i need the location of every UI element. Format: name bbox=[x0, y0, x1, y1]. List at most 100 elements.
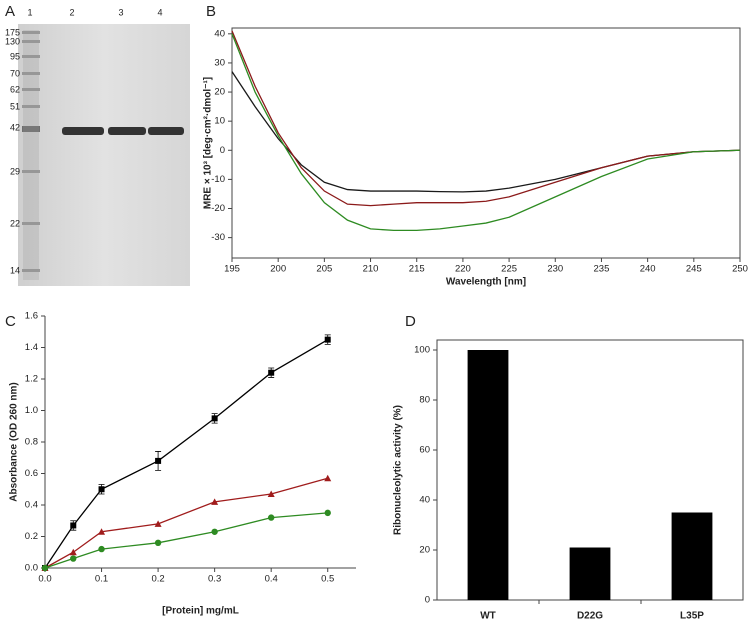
lane-label: 2 bbox=[69, 7, 74, 17]
y-tick-label: 10 bbox=[214, 116, 225, 127]
x-tick-label: 0.5 bbox=[321, 574, 334, 585]
y-tick-label: 1.2 bbox=[25, 374, 38, 385]
ladder-band bbox=[22, 40, 40, 43]
data-point bbox=[267, 490, 275, 497]
y-tick-label: 20 bbox=[419, 545, 430, 556]
y-tick-label: 40 bbox=[214, 28, 225, 39]
y-tick-label: -10 bbox=[211, 174, 225, 185]
ladder-band bbox=[22, 72, 40, 75]
panel-label: A bbox=[5, 3, 15, 20]
data-point bbox=[69, 548, 77, 556]
data-point bbox=[98, 545, 105, 553]
x-tick-label: 0.3 bbox=[208, 574, 221, 585]
ladder-band bbox=[22, 269, 40, 272]
x-tick-label: 230 bbox=[547, 264, 563, 275]
marker-label: 70 bbox=[10, 68, 20, 78]
x-tick-label: 245 bbox=[686, 264, 702, 275]
y-tick-label: 20 bbox=[214, 87, 225, 98]
y-tick-label: 0.8 bbox=[25, 437, 38, 448]
data-point bbox=[98, 486, 105, 493]
marker-label: 62 bbox=[10, 84, 20, 94]
y-tick-label: 1.4 bbox=[25, 342, 38, 353]
x-tick-label: 225 bbox=[501, 264, 517, 275]
marker-label: 14 bbox=[10, 265, 20, 275]
x-tick-label: 0.2 bbox=[151, 574, 164, 585]
data-point bbox=[211, 498, 219, 505]
y-tick-label: 0 bbox=[425, 595, 430, 606]
x-tick-label: 235 bbox=[594, 264, 610, 275]
data-point bbox=[267, 514, 275, 521]
data-point bbox=[41, 564, 49, 572]
y-tick-label: 1.0 bbox=[25, 405, 38, 416]
x-tick-label: 195 bbox=[224, 264, 240, 275]
protein-band bbox=[62, 127, 104, 135]
marker-label: 29 bbox=[10, 166, 20, 176]
x-tick-label: 210 bbox=[363, 264, 379, 275]
ladder-band bbox=[22, 88, 40, 91]
x-tick-label: 0.0 bbox=[38, 574, 51, 585]
data-point bbox=[211, 528, 218, 535]
y-tick-label: 0.6 bbox=[25, 468, 38, 479]
y-axis-label: MRE × 10³ [deg·cm²·dmol⁻¹] bbox=[203, 77, 214, 209]
y-tick-label: -20 bbox=[211, 203, 225, 214]
bar bbox=[671, 512, 713, 600]
data-point bbox=[98, 528, 106, 535]
y-tick-label: 60 bbox=[419, 445, 430, 456]
bar bbox=[569, 547, 611, 600]
data-point bbox=[155, 457, 162, 464]
marker-label: 51 bbox=[10, 101, 20, 111]
data-point bbox=[154, 539, 162, 546]
ladder-band bbox=[22, 126, 40, 132]
ladder-band bbox=[22, 222, 40, 225]
y-tick-label: 80 bbox=[419, 395, 430, 406]
x-tick-label: 250 bbox=[732, 264, 748, 275]
data-point bbox=[324, 474, 332, 482]
x-tick-label: 0.4 bbox=[265, 574, 278, 585]
plot-frame bbox=[231, 27, 741, 259]
data-point bbox=[324, 336, 331, 343]
ladder-band bbox=[22, 55, 40, 58]
marker-label: 22 bbox=[10, 218, 20, 228]
x-tick-label: 200 bbox=[270, 264, 286, 275]
x-axis-label: Wavelength [nm] bbox=[446, 277, 526, 288]
y-tick-label: 0.0 bbox=[25, 563, 38, 574]
bar bbox=[467, 350, 509, 600]
gel-image bbox=[18, 24, 190, 286]
data-point bbox=[211, 415, 218, 422]
lane-label: 4 bbox=[157, 7, 162, 17]
lane-label: 3 bbox=[118, 7, 123, 17]
data-point bbox=[70, 522, 77, 529]
series-line bbox=[231, 30, 741, 207]
data-point bbox=[324, 509, 331, 517]
y-tick-label: 40 bbox=[419, 495, 430, 506]
x-tick-label: D22G bbox=[577, 611, 603, 622]
marker-label: 95 bbox=[10, 51, 20, 61]
x-tick-label: 220 bbox=[455, 264, 471, 275]
y-tick-label: 0.2 bbox=[25, 531, 38, 542]
panel-label: B bbox=[206, 3, 216, 20]
data-point bbox=[70, 555, 77, 562]
series-line bbox=[44, 512, 328, 569]
ladder-band bbox=[22, 105, 40, 108]
marker-label: 42 bbox=[10, 122, 20, 132]
y-tick-label: 100 bbox=[414, 345, 430, 356]
data-point bbox=[154, 520, 162, 527]
y-tick-label: 1.6 bbox=[25, 311, 38, 322]
series-line bbox=[44, 339, 329, 569]
series-line bbox=[44, 477, 328, 569]
y-tick-label: 0.4 bbox=[25, 500, 38, 511]
y-tick-label: 0 bbox=[220, 145, 225, 156]
x-axis-label: [Protein] mg/mL bbox=[162, 606, 239, 617]
series-line bbox=[231, 33, 741, 231]
marker-label: 130 bbox=[5, 36, 20, 46]
lane-label: 1 bbox=[27, 7, 32, 17]
ladder-smear bbox=[23, 30, 39, 280]
marker-label: 175 bbox=[5, 27, 20, 37]
protein-band bbox=[148, 127, 184, 135]
data-point bbox=[268, 369, 275, 376]
protein-band bbox=[108, 127, 146, 135]
x-tick-label: 215 bbox=[409, 264, 425, 275]
x-tick-label: 240 bbox=[640, 264, 656, 275]
